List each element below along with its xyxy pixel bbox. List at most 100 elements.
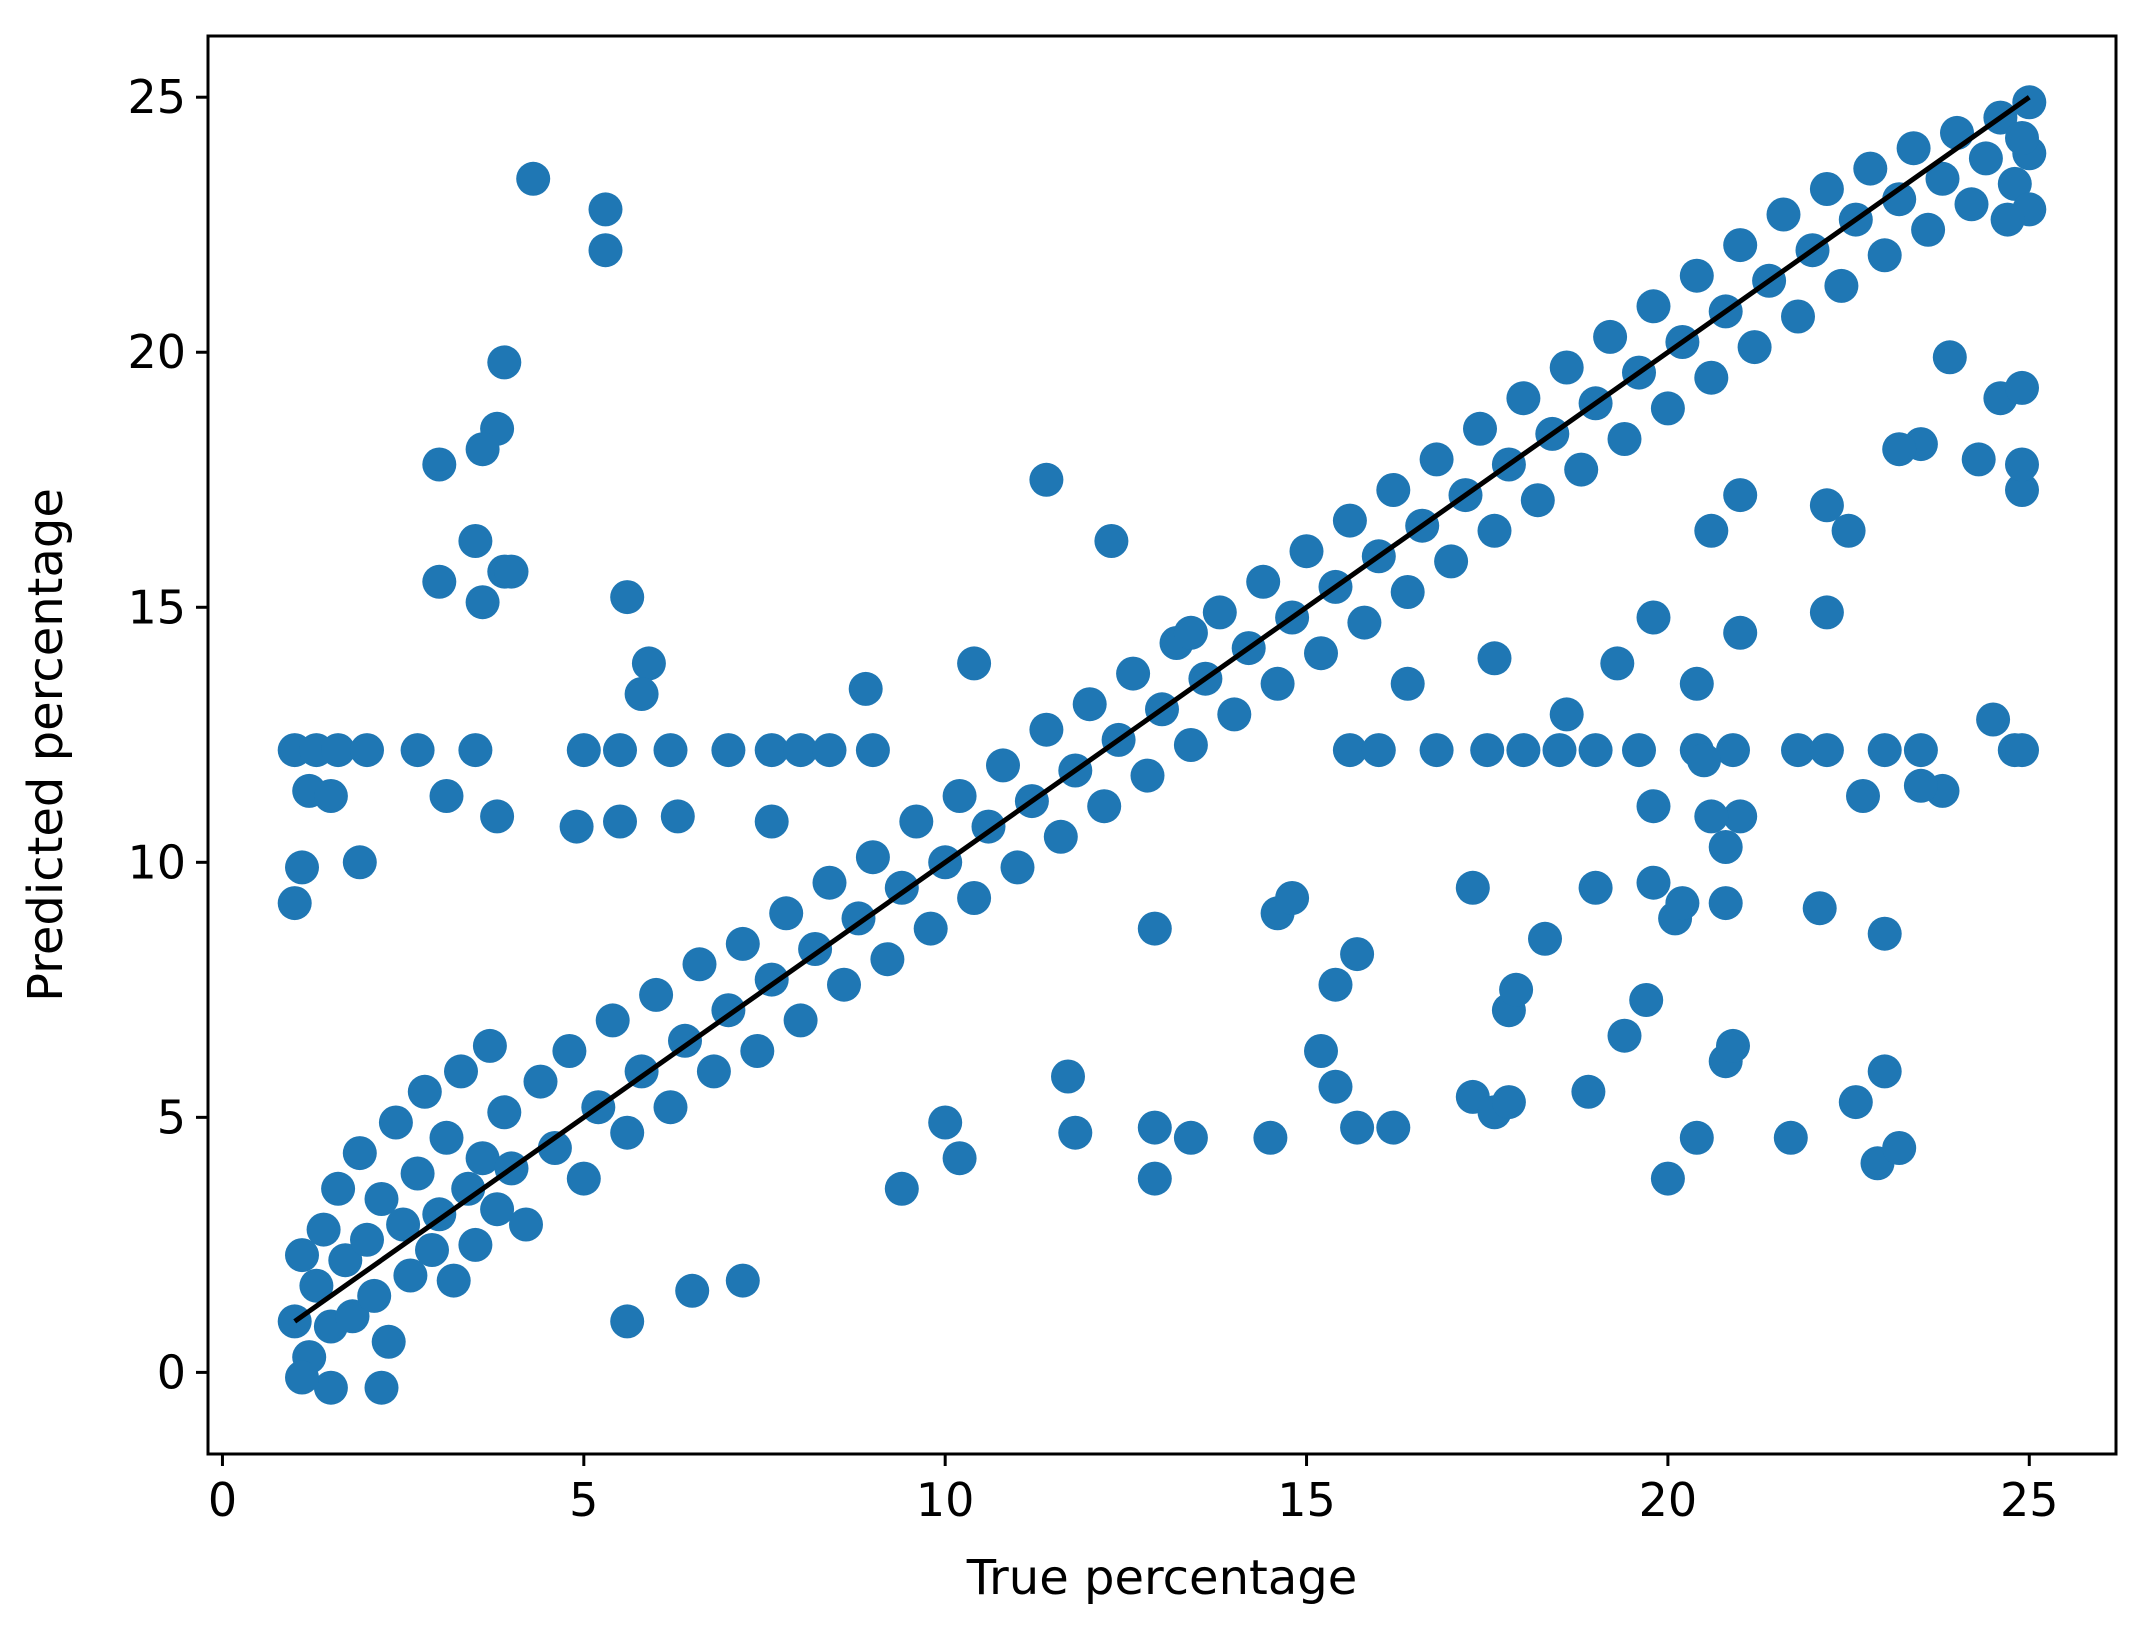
data-point <box>1087 789 1122 824</box>
data-point <box>400 733 435 768</box>
data-point <box>1202 595 1237 630</box>
data-point <box>1419 442 1454 477</box>
data-point <box>1809 488 1844 523</box>
data-point <box>1925 161 1960 196</box>
data-point <box>1137 911 1172 946</box>
data-point <box>812 865 847 900</box>
data-point <box>1636 789 1671 824</box>
data-point <box>1867 238 1902 273</box>
data-point <box>2005 733 2039 768</box>
data-point <box>1029 462 1064 497</box>
data-point <box>1217 697 1252 732</box>
data-point <box>1571 1074 1606 1109</box>
data-point <box>321 733 356 768</box>
data-point <box>1419 733 1454 768</box>
data-point <box>1549 350 1584 385</box>
data-point <box>783 733 818 768</box>
data-point <box>1932 340 1967 375</box>
data-point <box>783 1003 818 1038</box>
data-point <box>1679 258 1714 293</box>
y-tick-label: 25 <box>127 70 186 124</box>
data-point <box>1094 524 1129 558</box>
data-point <box>487 345 522 380</box>
data-point <box>1997 166 2032 201</box>
data-point <box>1838 1085 1873 1120</box>
data-point <box>754 733 789 768</box>
data-point <box>1607 1018 1642 1053</box>
data-point <box>1477 513 1512 548</box>
data-point <box>1809 595 1844 630</box>
data-point <box>1853 151 1888 186</box>
data-point <box>1347 605 1382 640</box>
data-point <box>566 1161 601 1196</box>
data-point <box>884 1171 919 1206</box>
y-axis-ticks: 0 5 10 15 20 25 <box>127 70 208 1399</box>
data-point <box>1000 850 1035 885</box>
data-point <box>1542 733 1577 768</box>
data-point <box>1716 733 1750 768</box>
data-point <box>407 1074 442 1109</box>
data-point <box>653 733 688 768</box>
data-point <box>364 1182 399 1216</box>
data-point <box>1694 799 1729 834</box>
data-point <box>740 1034 775 1068</box>
data-point <box>675 1273 710 1308</box>
data-point <box>1831 513 1866 548</box>
data-point <box>1882 432 1917 467</box>
data-point <box>1961 442 1996 477</box>
x-tick-label: 20 <box>1639 1473 1698 1527</box>
data-point <box>458 733 493 768</box>
data-point <box>603 804 637 839</box>
data-point <box>378 1105 413 1140</box>
data-point <box>306 1212 341 1247</box>
data-point <box>451 1171 486 1206</box>
data-point <box>429 1120 464 1155</box>
data-points <box>277 85 2047 1405</box>
data-point <box>480 1192 515 1227</box>
data-point <box>422 564 457 599</box>
data-point <box>1773 1120 1808 1155</box>
data-point <box>711 733 746 768</box>
data-point <box>1867 733 1902 768</box>
data-point <box>1636 289 1671 324</box>
x-axis-label: True percentage <box>966 1550 1357 1606</box>
reference-line <box>293 95 2031 1324</box>
data-point <box>942 779 977 813</box>
data-point <box>313 779 348 813</box>
data-point <box>1990 202 2025 237</box>
data-point <box>1116 656 1151 691</box>
data-point <box>1051 1059 1085 1094</box>
data-point <box>277 1304 312 1339</box>
data-point <box>465 432 500 467</box>
x-tick-label: 0 <box>208 1473 237 1527</box>
data-point <box>1470 733 1505 768</box>
data-point <box>393 1258 428 1293</box>
data-point <box>639 977 674 1012</box>
data-point <box>899 804 934 839</box>
y-tick-label: 15 <box>127 580 186 634</box>
data-point <box>1499 972 1534 1007</box>
data-point <box>444 1054 478 1089</box>
data-point <box>812 733 847 768</box>
data-point <box>1911 212 1946 247</box>
data-point <box>1723 615 1758 650</box>
data-point <box>1650 1161 1685 1196</box>
data-point <box>2005 370 2039 405</box>
data-point <box>1708 886 1743 921</box>
data-point <box>624 677 659 711</box>
data-point <box>1882 182 1917 217</box>
data-point <box>422 447 457 482</box>
data-point <box>559 809 594 844</box>
data-point <box>1882 1131 1917 1165</box>
data-point <box>1622 733 1656 768</box>
data-point <box>855 840 890 875</box>
data-point <box>1289 534 1324 569</box>
data-point <box>1968 141 2003 176</box>
x-tick-label: 5 <box>569 1473 598 1527</box>
data-point <box>285 1238 319 1273</box>
x-tick-label: 25 <box>2000 1473 2059 1527</box>
data-point <box>942 1141 977 1176</box>
data-point <box>321 1171 356 1206</box>
data-point <box>1130 758 1165 793</box>
